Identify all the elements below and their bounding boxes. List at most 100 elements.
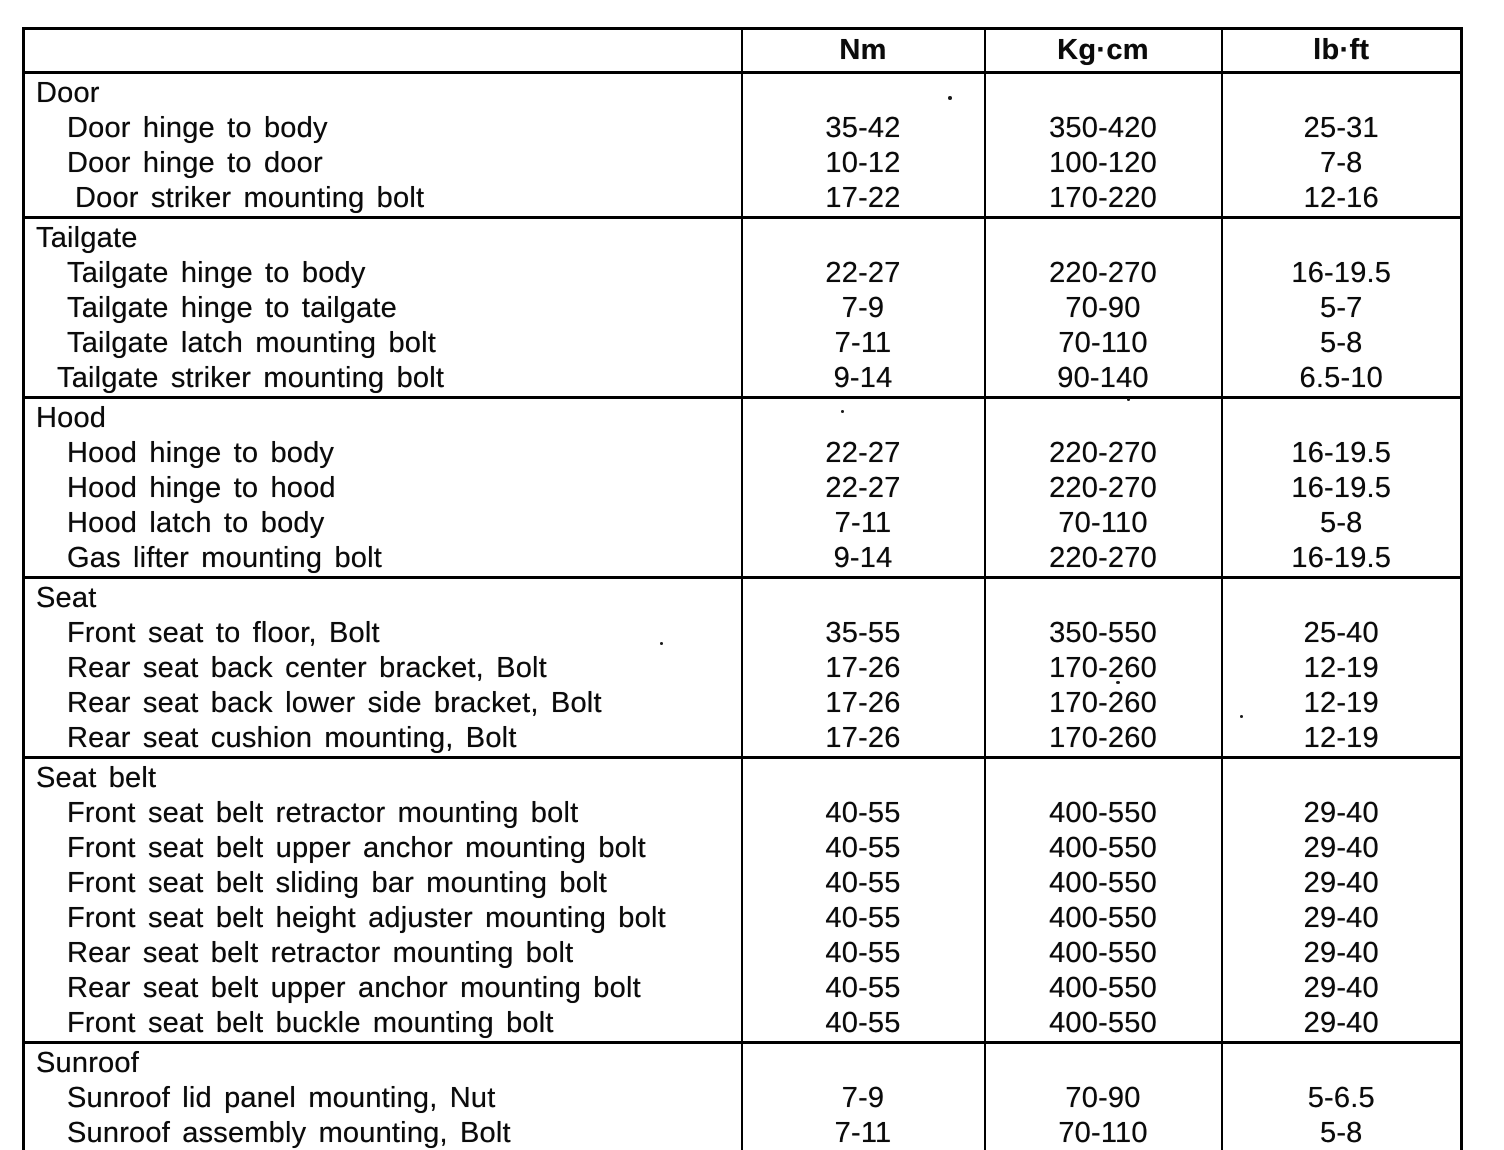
row-label: Rear seat back lower side bracket, Bolt (67, 687, 602, 719)
section-title-row: Tailgate (23, 216, 1462, 256)
row-label: Door hinge to body (67, 112, 328, 144)
row-label: Sunroof lid panel mounting, Nut (67, 1082, 496, 1114)
kgcm-value: 350-550 (983, 616, 1222, 651)
lbft-value: 16-19.5 (1220, 256, 1462, 291)
empty-cell (1220, 71, 1462, 111)
kgcm-value: 170-260 (983, 686, 1222, 721)
nm-value: 7-9 (740, 291, 985, 326)
table-row: Front seat belt retractor mounting bolt … (24, 796, 1462, 831)
nm-value: 17-26 (740, 651, 985, 686)
lbft-value: 5-7 (1220, 291, 1462, 326)
nm-value: 22-27 (740, 256, 985, 291)
nm-value: 40-55 (740, 901, 985, 936)
section-title-row: Hood (23, 396, 1462, 436)
scan-speckle (1116, 681, 1120, 684)
kgcm-value: 400-550 (983, 901, 1222, 936)
nm-value: 40-55 (740, 971, 985, 1006)
row-label: Sunroof assembly mounting, Bolt (67, 1117, 511, 1149)
table-row: Sunroof lid panel mounting, Nut 7-9 70-9… (24, 1081, 1462, 1116)
nm-value: 22-27 (740, 436, 985, 471)
empty-cell (1220, 1041, 1462, 1081)
row-label: Tailgate hinge to tailgate (67, 292, 397, 324)
table-row: Rear seat cushion mounting, Bolt 17-26 1… (24, 721, 1462, 758)
row-label: Rear seat back center bracket, Bolt (67, 652, 547, 684)
section-title: Seat (23, 576, 742, 616)
table-row: Gas lifter mounting bolt 9-14 220-270 16… (24, 541, 1462, 578)
kgcm-value: 70-90 (983, 1081, 1222, 1116)
lbft-value: 12-19 (1220, 651, 1462, 686)
col-header-nm: Nm (740, 28, 985, 74)
nm-value: 17-26 (740, 686, 985, 721)
section-title: Sunroof (23, 1041, 742, 1081)
col-header-lbft: lb·ft (1220, 28, 1462, 74)
lbft-value: 12-16 (1220, 181, 1462, 218)
lbft-value: 7-8 (1220, 146, 1462, 181)
nm-value: 9-14 (740, 361, 985, 398)
nm-value: 17-26 (740, 721, 985, 758)
section-title: Hood (23, 396, 742, 436)
nm-value: 40-55 (740, 936, 985, 971)
kgcm-value: 100-120 (983, 146, 1222, 181)
lbft-value: 12-19 (1220, 686, 1462, 721)
lbft-value: 29-40 (1220, 866, 1462, 901)
empty-cell (983, 71, 1222, 111)
kgcm-value: 400-550 (983, 866, 1222, 901)
lbft-value: 5-6.5 (1220, 1081, 1462, 1116)
table-row: Front seat belt height adjuster mounting… (24, 901, 1462, 936)
kgcm-value: 70-110 (983, 506, 1222, 541)
table-row: Door striker mounting bolt 17-22 170-220… (24, 181, 1462, 218)
nm-value: 17-22 (740, 181, 985, 218)
empty-cell (983, 576, 1222, 616)
kgcm-value: 220-270 (983, 256, 1222, 291)
section-title: Tailgate (23, 216, 742, 256)
table-row: Hood latch to body 7-11 70-110 5-8 (24, 506, 1462, 541)
nm-value: 40-55 (740, 831, 985, 866)
nm-value: 40-55 (740, 866, 985, 901)
kgcm-value: 400-550 (983, 831, 1222, 866)
section-title: Door (23, 71, 742, 111)
table-header: Nm Kg·cm lb·ft (23, 28, 1462, 74)
lbft-value: 25-31 (1220, 111, 1462, 146)
kgcm-value: 70-110 (983, 1116, 1222, 1150)
table-row: Tailgate latch mounting bolt 7-11 70-110… (24, 326, 1462, 361)
empty-cell (740, 1041, 985, 1081)
row-label: Hood hinge to hood (67, 472, 336, 504)
empty-cell (983, 396, 1222, 436)
table-row: Front seat belt sliding bar mounting bol… (24, 866, 1462, 901)
lbft-value: 29-40 (1220, 971, 1462, 1006)
kgcm-value: 400-550 (983, 936, 1222, 971)
empty-cell (1220, 576, 1462, 616)
empty-cell (1220, 396, 1462, 436)
row-label: Tailgate hinge to body (67, 257, 366, 289)
table-row: Door hinge to door 10-12 100-120 7-8 (24, 146, 1462, 181)
row-label: Door hinge to door (67, 147, 323, 179)
lbft-value: 29-40 (1220, 1006, 1462, 1043)
scan-speckle (841, 410, 844, 413)
empty-cell (740, 756, 985, 796)
table-row: Tailgate hinge to body 22-27 220-270 16-… (24, 256, 1462, 291)
table-row: Rear seat back lower side bracket, Bolt … (24, 686, 1462, 721)
row-label: Hood hinge to body (67, 437, 335, 469)
row-label: Tailgate latch mounting bolt (67, 327, 437, 359)
nm-value: 7-11 (740, 326, 985, 361)
lbft-value: 25-40 (1220, 616, 1462, 651)
header-row: Nm Kg·cm lb·ft (23, 28, 1462, 74)
section-title-row: Seat (23, 576, 1462, 616)
kgcm-value: 170-260 (983, 651, 1222, 686)
lbft-value: 29-40 (1220, 936, 1462, 971)
nm-value: 35-55 (740, 616, 985, 651)
kgcm-value: 220-270 (983, 471, 1222, 506)
kgcm-value: 70-90 (983, 291, 1222, 326)
lbft-value: 5-8 (1220, 326, 1462, 361)
torque-spec-table: Nm Kg·cm lb·ft Door Door hinge to body 3… (22, 27, 1463, 1150)
kgcm-value: 350-420 (983, 111, 1222, 146)
nm-value: 7-11 (740, 506, 985, 541)
col-header-kgcm: Kg·cm (983, 28, 1222, 74)
section-title-row: Door (23, 71, 1462, 111)
row-label: Gas lifter mounting bolt (67, 542, 382, 574)
empty-cell (740, 396, 985, 436)
lbft-value: 16-19.5 (1220, 436, 1462, 471)
row-label: Rear seat belt upper anchor mounting bol… (67, 972, 641, 1004)
table-row: Sunroof assembly mounting, Bolt 7-11 70-… (24, 1116, 1462, 1150)
row-label: Hood latch to body (67, 507, 325, 539)
